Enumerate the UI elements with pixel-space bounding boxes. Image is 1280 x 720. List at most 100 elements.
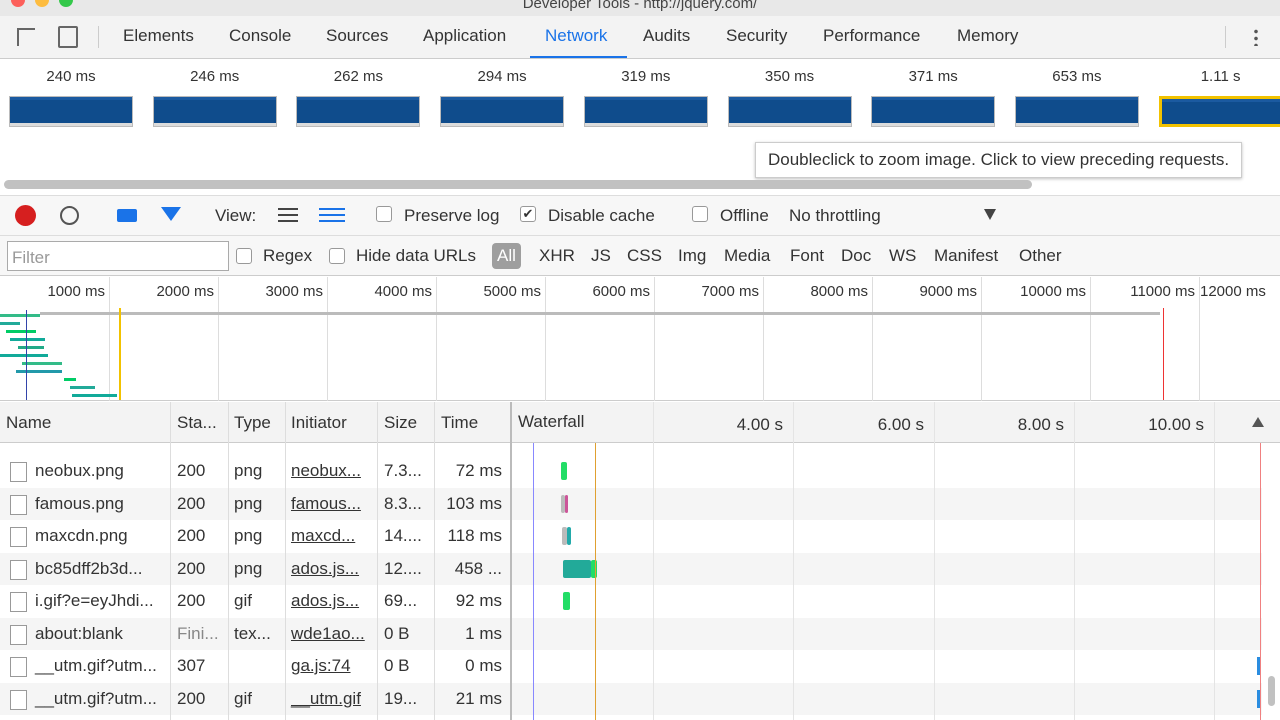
- column-header[interactable]: Sta...: [177, 413, 217, 432]
- waterfall-tick: 6.00 s: [877, 415, 924, 434]
- column-header[interactable]: Initiator: [291, 413, 347, 432]
- request-row[interactable]: [0, 617, 1262, 650]
- cell[interactable]: ados.js...: [291, 558, 360, 578]
- checkbox[interactable]: [376, 206, 392, 222]
- tab[interactable]: Elements: [123, 26, 194, 45]
- frame-thumbnail[interactable]: [871, 96, 996, 127]
- file-icon: [10, 624, 27, 645]
- type-filter[interactable]: XHR: [539, 246, 575, 265]
- window-button: [35, 0, 49, 7]
- menu-button[interactable]: [1254, 28, 1258, 46]
- checkbox-label[interactable]: Disable cache: [548, 206, 655, 225]
- type-filter[interactable]: Other: [1019, 246, 1062, 265]
- filter-toggle[interactable]: [161, 207, 181, 221]
- window-title: Developer Tools - http://jquery.com/: [522, 0, 758, 12]
- capture-screenshots[interactable]: [117, 209, 137, 222]
- type-filter[interactable]: WS: [889, 246, 917, 265]
- cell[interactable]: ga.js:74: [291, 656, 351, 675]
- device-icon[interactable]: [58, 26, 78, 48]
- request-row[interactable]: [0, 585, 1262, 618]
- tab[interactable]: Sources: [326, 26, 389, 45]
- cell[interactable]: __utm.gif: [291, 688, 361, 708]
- cell[interactable]: famous...: [291, 493, 361, 513]
- cell: 200: [177, 688, 206, 708]
- separator: [98, 26, 99, 48]
- overview-tick-label: 11000 ms: [1130, 283, 1195, 300]
- cell: 103 ms: [446, 493, 502, 513]
- frame-thumbnail[interactable]: [1014, 96, 1139, 127]
- inspect-icon[interactable]: [17, 28, 35, 46]
- type-filter[interactable]: Media: [724, 246, 771, 265]
- tab[interactable]: Network: [545, 26, 608, 45]
- checkbox-label[interactable]: Hide data URLs: [356, 246, 477, 265]
- request-row[interactable]: [0, 487, 1262, 520]
- sort-arrow[interactable]: [1252, 417, 1264, 427]
- frame-thumbnail[interactable]: [727, 96, 852, 127]
- checkbox-label[interactable]: Regex: [263, 246, 313, 265]
- type-filter[interactable]: All: [492, 243, 521, 269]
- checkbox[interactable]: ✔: [520, 206, 536, 222]
- overview: [0, 277, 1280, 401]
- frame-thumbnail[interactable]: [152, 96, 277, 127]
- request-row[interactable]: [0, 682, 1262, 715]
- cell: 1 ms: [465, 623, 502, 643]
- tab[interactable]: Console: [229, 26, 292, 45]
- throttling-select[interactable]: No throttling: [789, 206, 881, 225]
- cell: gif: [234, 591, 252, 610]
- overview-tick-label: 6000 ms: [592, 283, 650, 300]
- column-header[interactable]: Time: [441, 413, 479, 432]
- checkbox[interactable]: [329, 248, 345, 264]
- tab[interactable]: Security: [726, 26, 788, 45]
- column-header[interactable]: Size: [384, 413, 418, 432]
- type-filter[interactable]: CSS: [627, 246, 662, 265]
- column-header[interactable]: Waterfall: [518, 412, 585, 431]
- waterfall-grid-line: [1214, 402, 1215, 720]
- request-row[interactable]: [0, 650, 1262, 683]
- checkbox[interactable]: [692, 206, 708, 222]
- frame-thumbnail[interactable]: [1158, 96, 1280, 127]
- frame-thumbnail[interactable]: [9, 96, 133, 127]
- cell[interactable]: wde1ao...: [291, 623, 365, 643]
- waterfall-tick: 8.00 s: [1017, 415, 1064, 434]
- type-filter[interactable]: Font: [790, 246, 825, 265]
- type-filter[interactable]: JS: [591, 246, 611, 265]
- large-rows-button[interactable]: [278, 208, 298, 222]
- waterfall-tick: 10.00 s: [1148, 415, 1204, 434]
- checkbox-label[interactable]: Preserve log: [404, 206, 500, 225]
- cell[interactable]: neobux...: [291, 461, 361, 480]
- cell: tex...: [234, 623, 271, 643]
- request-row[interactable]: [0, 552, 1262, 585]
- request-row[interactable]: [0, 455, 1262, 488]
- type-filter[interactable]: Img: [678, 246, 707, 265]
- cell[interactable]: maxcd...: [291, 526, 356, 545]
- column-header[interactable]: Name: [6, 413, 52, 432]
- clear-button[interactable]: [60, 206, 79, 225]
- tab[interactable]: Performance: [823, 26, 921, 45]
- overview-request: [64, 378, 76, 381]
- table-scrollbar[interactable]: [1268, 676, 1275, 706]
- cell: 200: [177, 526, 206, 545]
- overview-button[interactable]: [319, 208, 345, 222]
- tab[interactable]: Audits: [643, 26, 691, 45]
- record-button[interactable]: [15, 205, 36, 226]
- frame-thumbnail[interactable]: [440, 96, 565, 127]
- checkbox[interactable]: [236, 248, 252, 264]
- overview-request: [18, 346, 44, 349]
- checkbox-label[interactable]: Offline: [720, 206, 769, 225]
- file-icon: [10, 657, 27, 677]
- overview-request: [0, 322, 20, 325]
- cell[interactable]: ados.js...: [291, 591, 360, 610]
- tab[interactable]: Application: [423, 26, 507, 45]
- frame-time: 1.11 s: [1200, 68, 1241, 85]
- type-filter[interactable]: Doc: [841, 246, 872, 265]
- column-divider: [228, 402, 229, 720]
- tab[interactable]: Memory: [957, 26, 1019, 45]
- column-header[interactable]: Type: [234, 413, 271, 432]
- frame-thumbnail[interactable]: [296, 96, 421, 127]
- frame-thumbnail[interactable]: [583, 96, 708, 127]
- scrollbar[interactable]: [4, 180, 1032, 189]
- filter-input[interactable]: Filter: [7, 241, 229, 271]
- request-row[interactable]: [0, 520, 1262, 553]
- type-filter[interactable]: Manifest: [934, 246, 999, 265]
